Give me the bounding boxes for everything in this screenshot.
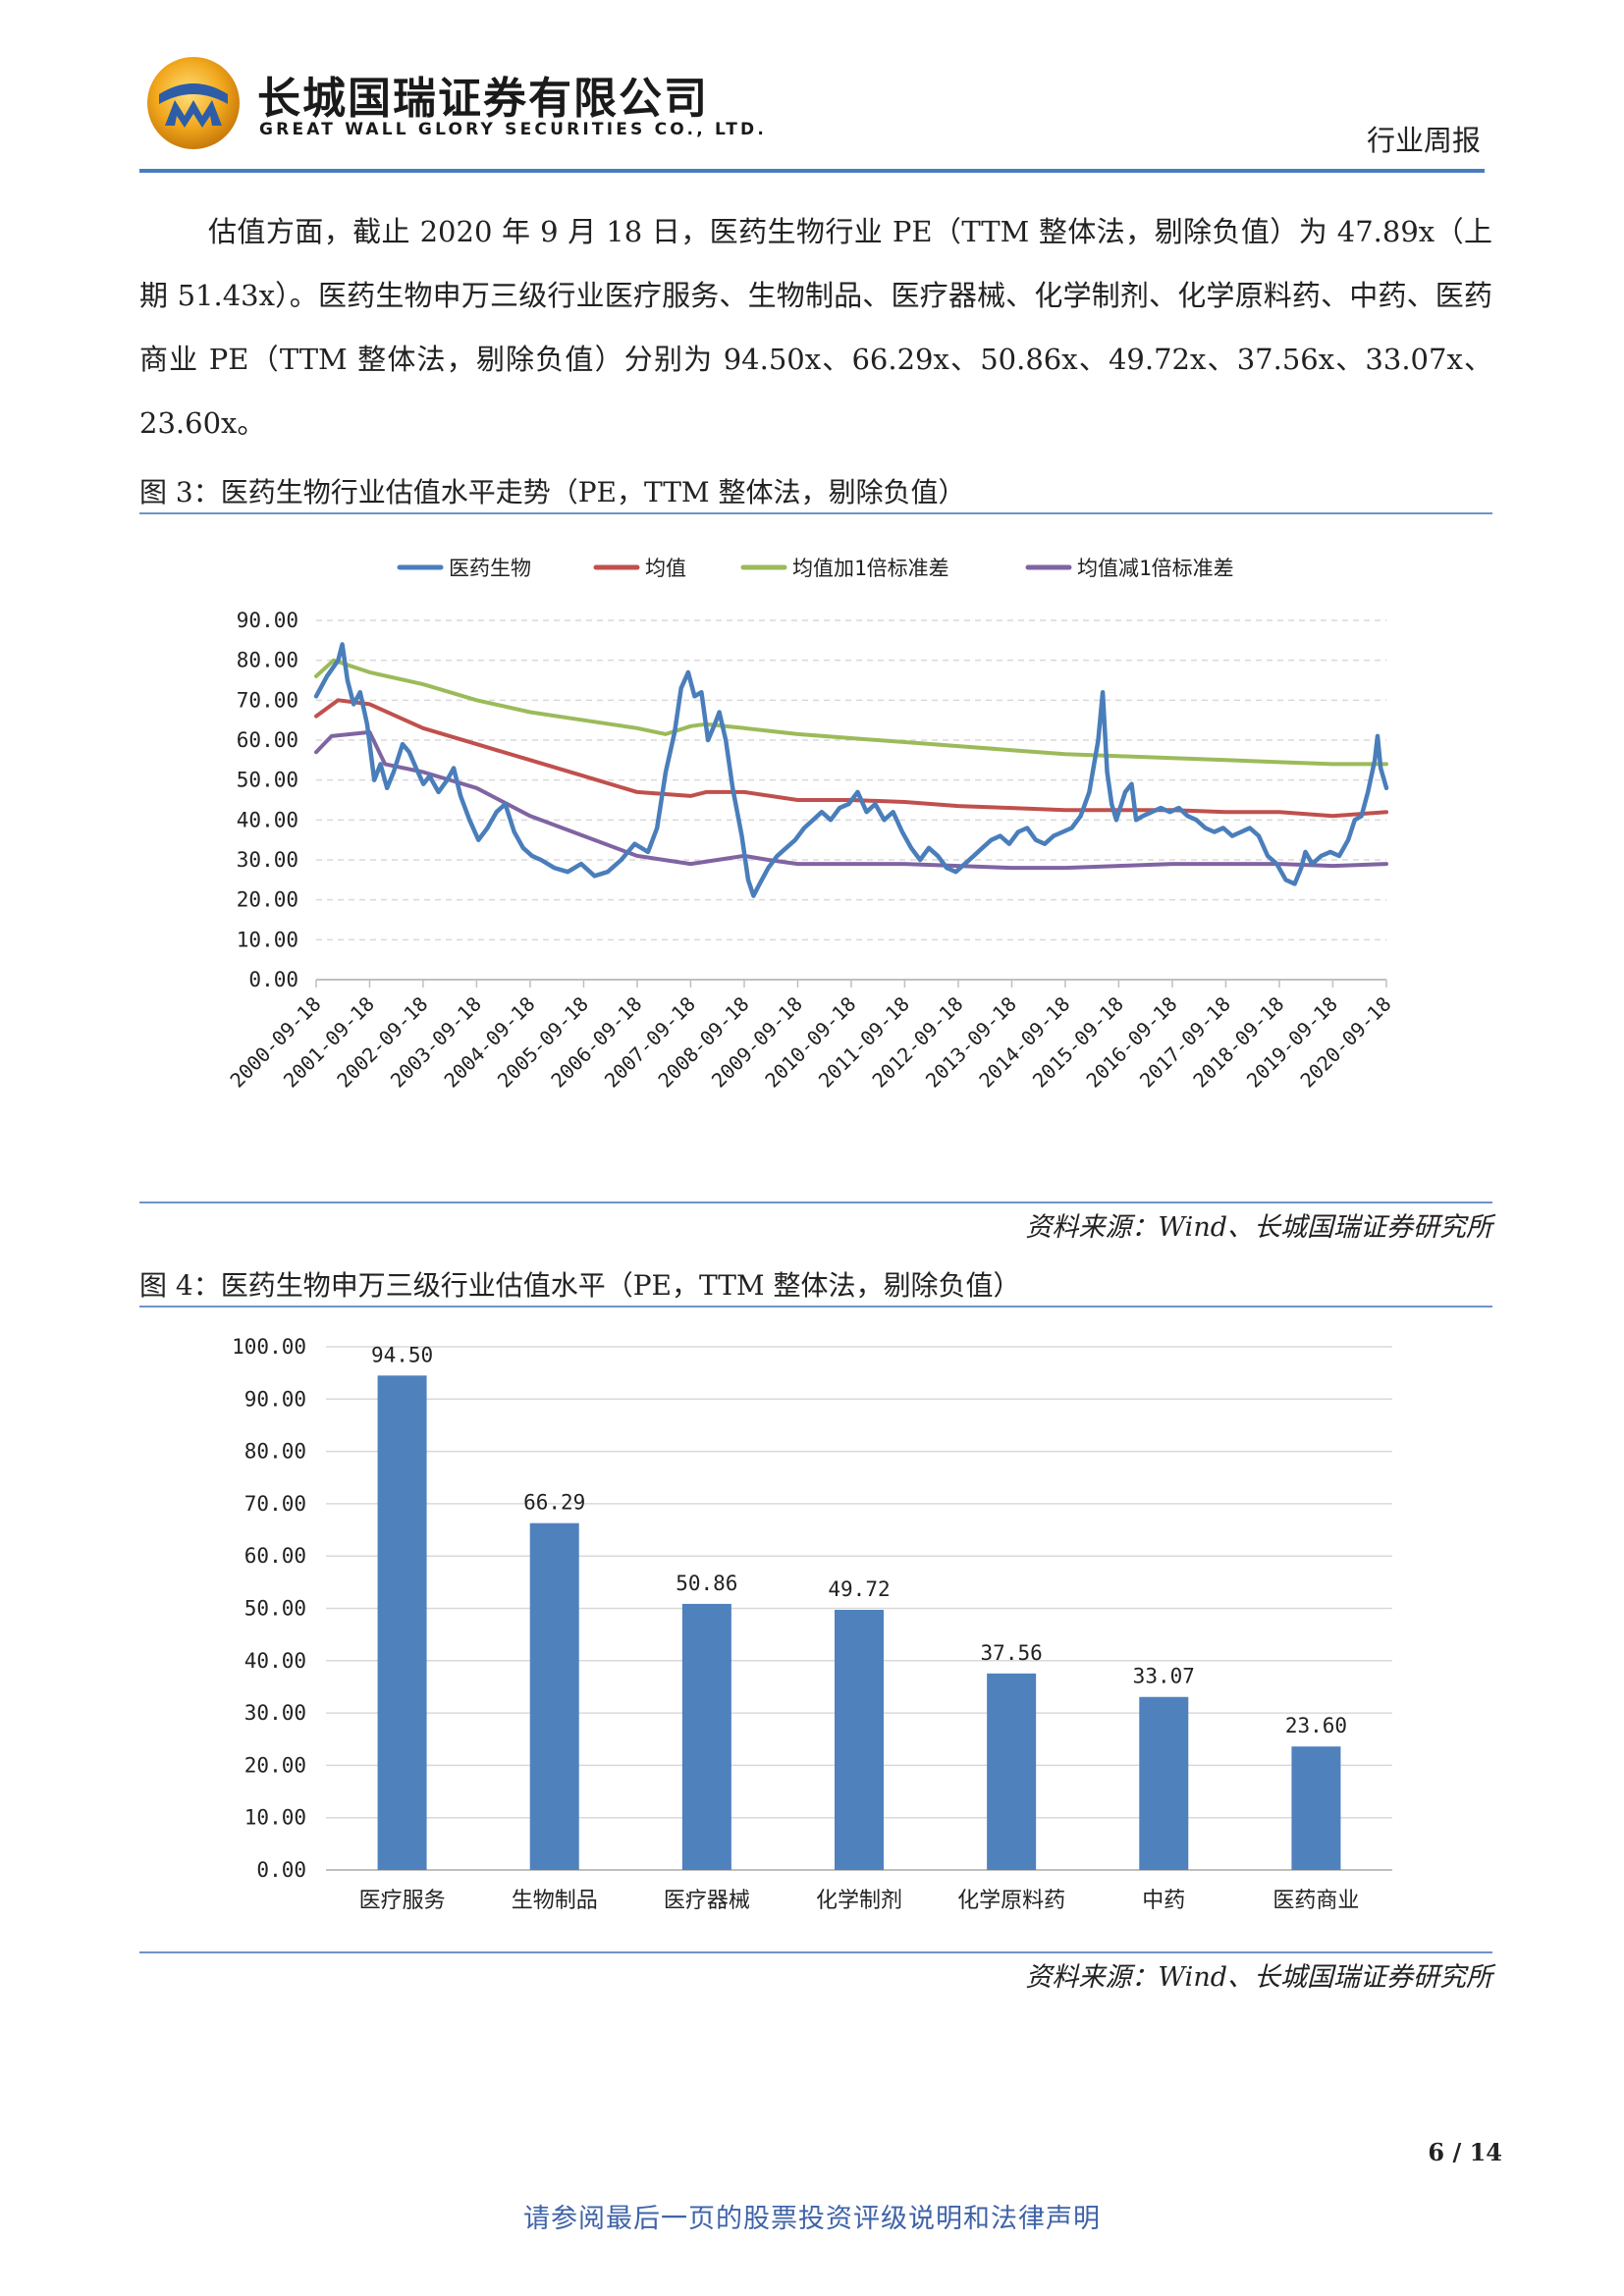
company-logo [145,55,242,151]
pe-subindustry-bar-chart: 0.00 10.00 20.00 30.00 40.00 50.00 60.00 70.00 8… [232,1335,1392,1913]
y-tick-label: 40.00 [244,1649,306,1673]
y-tick-label: 60.00 [237,728,298,752]
x-category-label: 中药 [1142,1889,1185,1913]
y-tick-label: 100.00 [232,1335,306,1359]
bar-value-label: 66.29 [523,1491,585,1515]
y-tick-label: 40.00 [237,808,298,831]
bar [681,1603,731,1870]
bar-value-label: 37.56 [981,1641,1043,1665]
x-category-label: 医疗服务 [359,1889,446,1913]
bar [1139,1696,1189,1870]
x-category-label: 化学制剂 [816,1889,902,1913]
bar-value-label: 23.60 [1285,1714,1347,1737]
bar-value-label: 50.86 [676,1572,737,1595]
y-tick-label: 20.00 [237,888,298,912]
company-name-cn: 长城国瑞证券有限公司 [257,74,709,124]
y-tick-label: 90.00 [244,1387,306,1411]
y-tick-label: 20.00 [244,1753,306,1777]
bar-value-label: 49.72 [828,1577,890,1601]
legend-label: 均值减1倍标准差 [1077,557,1234,580]
header-divider [139,169,1485,173]
x-tick-label: 2000-09-18 [225,992,325,1093]
bar-value-label: 94.50 [371,1343,433,1366]
figure4-source: 资料来源：Wind、长城国瑞证券研究所 [1025,1962,1492,1993]
pe-trend-line-chart: 0.00 10.00 20.00 30.00 40.00 50.00 60.00 70.00 8… [225,557,1395,1093]
x-category-label: 医药商业 [1272,1889,1359,1913]
y-tick-label: 70.00 [237,688,298,712]
y-tick-label: 50.00 [244,1597,306,1621]
figure3-caption-divider [139,512,1492,514]
figure3-caption: 图 3：医药生物行业估值水平走势（PE，TTM 整体法，剔除负值） [139,476,966,508]
x-category-label: 医疗器械 [664,1889,750,1913]
bar [835,1609,884,1870]
page-number: 6 / 14 [1428,2138,1502,2166]
legend-label: 均值加1倍标准差 [792,557,949,580]
y-tick-label: 60.00 [244,1544,306,1568]
y-tick-label: 0.00 [248,968,298,991]
figure4-caption-divider [139,1306,1492,1308]
footer-disclaimer: 请参阅最后一页的股票投资评级说明和法律声明 [523,2204,1101,2234]
y-tick-label: 90.00 [237,609,298,632]
y-tick-label: 10.00 [237,928,298,951]
figure3-source-divider [139,1201,1492,1203]
bar [987,1673,1037,1870]
figure3-source: 资料来源：Wind、长城国瑞证券研究所 [1025,1212,1492,1243]
series-line-3 [314,658,1388,767]
series-line-2 [314,698,1388,819]
y-tick-label: 50.00 [237,769,298,792]
report-type: 行业周报 [1366,124,1481,157]
company-name-en: GREAT WALL GLORY SECURITIES CO., LTD. [259,120,767,139]
y-tick-label: 30.00 [237,848,298,872]
y-tick-label: 80.00 [244,1440,306,1464]
y-tick-label: 80.00 [237,649,298,672]
figure4-source-divider [139,1951,1492,1953]
x-category-label: 生物制品 [512,1889,598,1913]
bar [1291,1746,1341,1870]
figure4-caption: 图 4：医药生物申万三级行业估值水平（PE，TTM 整体法，剔除负值） [139,1269,1021,1302]
legend-label: 医药生物 [449,557,531,580]
bar-value-label: 33.07 [1133,1665,1195,1688]
bar [529,1522,579,1870]
body-paragraph: 估值方面，截止 2020 年 9 月 18 日，医药生物行业 PE（TTM 整体… [139,215,1492,440]
y-tick-label: 70.00 [244,1492,306,1516]
x-category-label: 化学原料药 [957,1889,1065,1913]
y-tick-label: 0.00 [256,1858,306,1882]
y-tick-label: 30.00 [244,1701,306,1725]
bar [377,1375,427,1870]
series-line-1 [313,642,1389,898]
y-tick-label: 10.00 [244,1806,306,1830]
legend-label: 均值 [645,557,686,580]
